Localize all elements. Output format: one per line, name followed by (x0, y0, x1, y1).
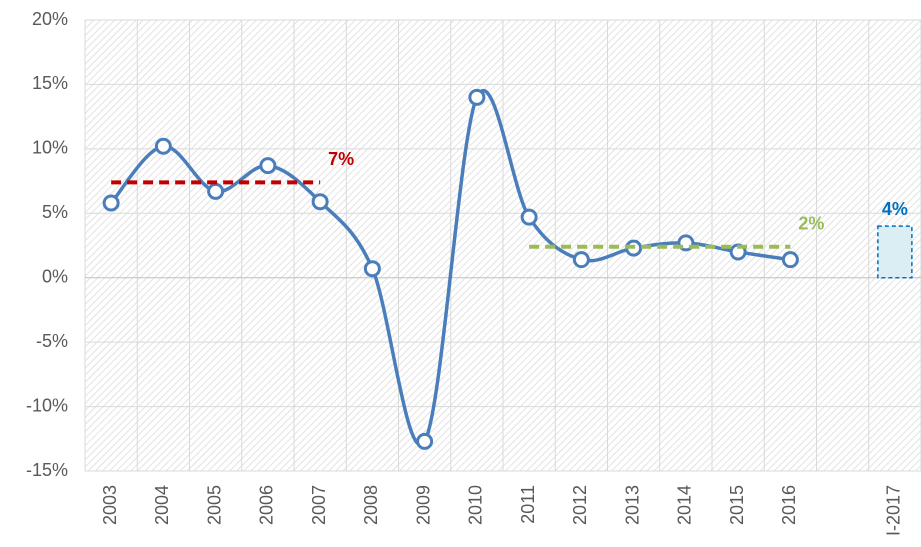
y-tick-label: 10% (32, 138, 68, 158)
y-tick-label: 5% (42, 202, 68, 222)
x-tick-label: 2003 (100, 485, 120, 525)
x-tick-label: 2015 (727, 485, 747, 525)
y-tick-label: 20% (32, 9, 68, 29)
marker (572, 251, 590, 269)
x-tick-label: 2014 (675, 485, 695, 525)
x-tick-label: 2004 (152, 485, 172, 525)
x-tick-label: I-2017 (884, 485, 904, 536)
y-tick-label: -5% (36, 331, 68, 351)
marker (781, 251, 799, 269)
bar (877, 225, 913, 279)
marker (207, 182, 225, 200)
y-tick-label: 0% (42, 266, 68, 286)
reference-label: 7% (328, 149, 354, 169)
x-tick-label: 2010 (466, 485, 486, 525)
x-tick-label: 2008 (361, 485, 381, 525)
marker (259, 157, 277, 175)
x-tick-label: 2006 (257, 485, 277, 525)
y-tick-label: -15% (26, 460, 68, 480)
marker (154, 137, 172, 155)
y-tick-label: -10% (26, 395, 68, 415)
x-tick-label: 2016 (779, 485, 799, 525)
x-tick-label: 2007 (309, 485, 329, 525)
data-label: 4% (882, 199, 908, 219)
x-tick-label: 2013 (622, 485, 642, 525)
x-tick-label: 2011 (518, 485, 538, 524)
reference-label: 2% (798, 214, 824, 234)
marker (520, 208, 538, 226)
marker (363, 260, 381, 278)
marker (311, 193, 329, 211)
x-tick-label: 2009 (413, 485, 433, 525)
x-tick-label: 2005 (204, 485, 224, 525)
marker (468, 88, 486, 106)
marker (416, 432, 434, 450)
x-tick-label: 2012 (570, 485, 590, 525)
marker (102, 194, 120, 212)
y-tick-label: 15% (32, 73, 68, 93)
